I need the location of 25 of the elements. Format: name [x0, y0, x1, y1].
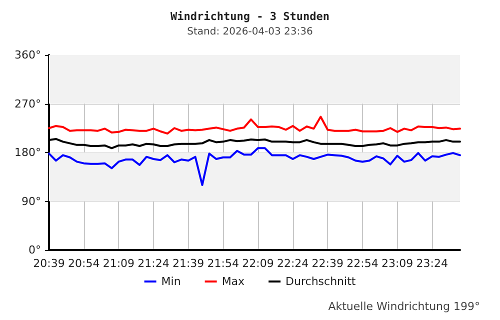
- chart-subtitle: Stand: 2026-04-03 23:36: [187, 26, 313, 38]
- line-series: [48, 147, 461, 186]
- legend-label: Durchschnitt: [286, 275, 356, 288]
- x-tick-label: 20:39: [33, 257, 65, 270]
- x-tick-label: 21:24: [138, 257, 170, 270]
- y-tick-label: 270°: [14, 97, 41, 110]
- x-tick-label: 20:54: [68, 257, 100, 270]
- x-tick-label: 22:54: [346, 257, 378, 270]
- x-tick-label: 22:39: [312, 257, 344, 270]
- x-tick-label: 23:09: [381, 257, 414, 270]
- x-tick-label: 21:09: [102, 257, 135, 270]
- x-tick-label: 21:54: [207, 257, 240, 270]
- line-series: [48, 116, 461, 135]
- y-tick-label: 0°: [28, 244, 41, 256]
- legend-label: Min: [161, 275, 181, 288]
- legend-label: Max: [222, 275, 246, 288]
- x-tick-label: 21:39: [172, 257, 204, 270]
- text: Aktuelle Windrichtung 199°: [328, 300, 480, 313]
- x-tick-label: 23:24: [416, 257, 448, 270]
- x-tick-label: 22:09: [242, 257, 274, 270]
- y-tick-label: 180°: [14, 146, 41, 159]
- y-tick-label: 360°: [14, 48, 41, 62]
- y-tick-label: 90°: [22, 194, 41, 208]
- x-tick-label: 22:24: [276, 257, 309, 270]
- chart-title: Windrichtung - 3 Stunden: [170, 10, 330, 23]
